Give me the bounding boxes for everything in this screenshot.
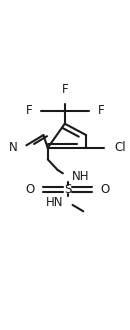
Text: F: F xyxy=(61,83,68,96)
Text: NH: NH xyxy=(72,170,89,183)
Text: F: F xyxy=(25,104,32,117)
Text: Cl: Cl xyxy=(115,142,126,154)
Text: S: S xyxy=(64,183,71,196)
Text: O: O xyxy=(26,183,35,196)
Text: O: O xyxy=(100,183,110,196)
Text: HN: HN xyxy=(46,196,63,209)
Text: F: F xyxy=(98,104,104,117)
Text: N: N xyxy=(9,142,18,154)
